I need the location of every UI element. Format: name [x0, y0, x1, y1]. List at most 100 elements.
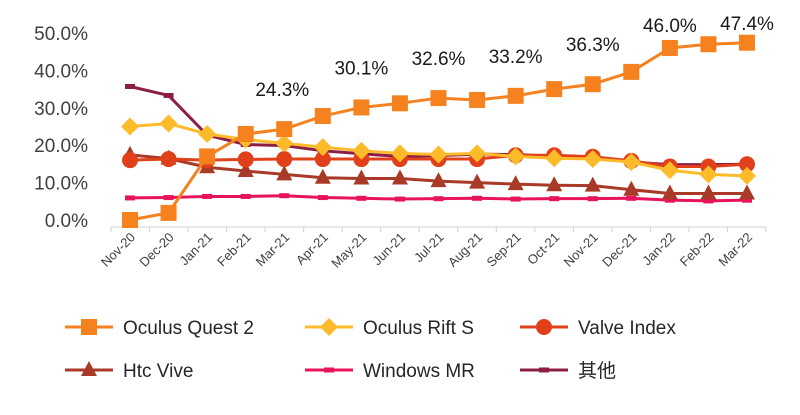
- legend-item: 其他: [520, 360, 616, 382]
- data-point: [584, 76, 601, 93]
- data-point: [700, 184, 717, 200]
- data-point: [279, 193, 290, 199]
- data-point: [160, 151, 177, 168]
- x-tick-label: Nov-20: [98, 230, 138, 270]
- x-tick-label: Dec-21: [599, 230, 639, 270]
- data-point: [622, 153, 641, 172]
- data-point: [276, 121, 293, 138]
- y-tick-label: 10.0%: [34, 174, 88, 195]
- x-tick-label: Feb-22: [677, 230, 717, 270]
- data-point: [587, 196, 598, 202]
- data-point: [699, 165, 718, 184]
- data-point: [314, 168, 331, 184]
- legend: Oculus Quest 2 Oculus Rift S Valve Index Ht…: [65, 318, 676, 382]
- x-tick-label: May-21: [328, 230, 369, 271]
- data-point: [159, 114, 178, 133]
- y-tick-label: 0.0%: [45, 211, 88, 232]
- data-point: [430, 172, 447, 188]
- data-point: [276, 151, 293, 168]
- data-point: [623, 180, 640, 196]
- data-point: [391, 95, 408, 112]
- data-point: [660, 161, 679, 180]
- series-oculus-quest-2: [122, 34, 755, 228]
- x-tick-label: Jul-21: [411, 230, 447, 266]
- legend-marker: [539, 367, 549, 373]
- data-point: [507, 175, 524, 191]
- data-point: [545, 149, 564, 168]
- data-point: [472, 195, 483, 201]
- series-htc-vive: [122, 145, 755, 200]
- x-tick-label: Sep-21: [483, 230, 523, 270]
- data-point: [125, 83, 135, 89]
- data-point: [703, 198, 714, 204]
- x-tick-label: Nov-21: [561, 230, 601, 270]
- data-point: [583, 150, 602, 169]
- data-point: [240, 193, 251, 199]
- data-point: [584, 176, 601, 192]
- data-point: [163, 195, 174, 201]
- data-point: [546, 81, 563, 98]
- data-point: [121, 117, 139, 136]
- data-point: [626, 195, 637, 201]
- data-point: [122, 152, 138, 169]
- data-point: [469, 173, 486, 189]
- y-tick-label: 20.0%: [34, 136, 88, 157]
- data-label: 32.6%: [412, 49, 466, 70]
- x-tick-label: Aug-21: [445, 230, 485, 270]
- data-point: [125, 195, 135, 201]
- data-point: [353, 99, 370, 116]
- x-tick-label: Jan-22: [639, 230, 678, 269]
- data-point: [198, 124, 217, 143]
- data-point: [661, 184, 678, 200]
- legend-marker: [536, 319, 552, 335]
- x-tick-label: Mar-21: [253, 230, 293, 270]
- data-point: [546, 176, 563, 192]
- data-label: 47.4%: [720, 14, 774, 35]
- data-point: [661, 39, 678, 56]
- data-point: [742, 197, 752, 203]
- legend-label: Htc Vive: [123, 361, 193, 382]
- data-point: [506, 147, 525, 166]
- x-tick-label: Apr-21: [293, 230, 331, 268]
- data-label: 30.1%: [334, 58, 388, 79]
- series-windows-mr: [125, 193, 752, 204]
- series-oculus-rift-s: [121, 114, 756, 185]
- data-point: [429, 145, 448, 164]
- data-point: [738, 166, 756, 185]
- x-tick-label: Oct-21: [524, 230, 562, 268]
- data-point: [237, 162, 254, 178]
- data-point: [163, 92, 174, 98]
- x-tick-label: Feb-21: [214, 230, 254, 270]
- data-point: [433, 196, 444, 202]
- data-point: [356, 195, 367, 201]
- data-point: [549, 196, 560, 202]
- data-point: [510, 196, 521, 202]
- data-point: [314, 151, 331, 168]
- y-tick-label: 40.0%: [34, 61, 88, 82]
- data-point: [507, 87, 524, 104]
- legend-marker: [81, 361, 97, 376]
- legend-marker: [320, 318, 338, 336]
- data-point: [199, 148, 216, 165]
- data-point: [276, 165, 293, 181]
- data-point: [664, 197, 675, 203]
- data-point: [739, 34, 755, 51]
- data-point: [352, 141, 371, 160]
- legend-label: Valve Index: [578, 318, 676, 339]
- data-point: [160, 204, 177, 221]
- data-point: [314, 108, 331, 125]
- x-tick-label: Mar-22: [715, 230, 755, 270]
- data-point: [623, 63, 640, 80]
- data-point: [237, 151, 254, 168]
- data-point: [468, 144, 487, 163]
- data-point: [202, 193, 213, 199]
- data-point: [390, 144, 409, 163]
- legend-item: Oculus Rift S: [305, 318, 474, 339]
- data-point: [394, 196, 405, 202]
- data-point: [313, 138, 332, 157]
- data-label: 46.0%: [643, 16, 697, 37]
- data-label: 24.3%: [255, 80, 309, 101]
- data-point: [122, 212, 138, 228]
- legend-item: Windows MR: [305, 361, 475, 382]
- legend-item: Htc Vive: [65, 361, 193, 382]
